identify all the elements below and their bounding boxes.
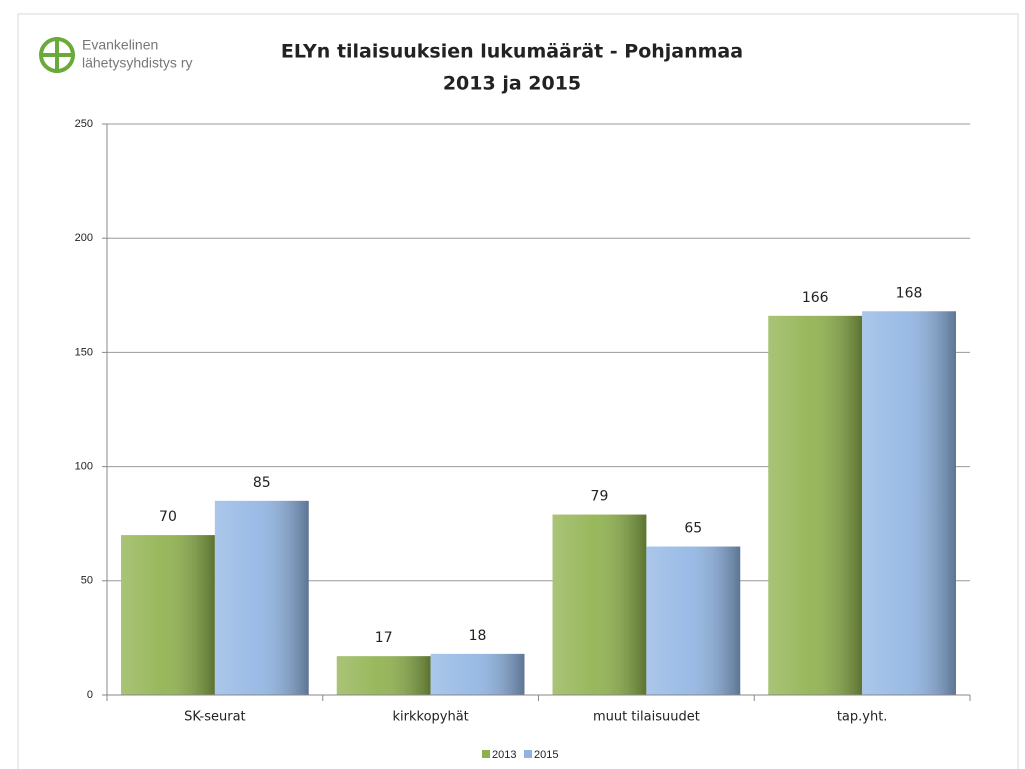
legend-label: 2013	[492, 749, 516, 761]
y-tick-label: 150	[75, 346, 93, 358]
value-label: 65	[684, 521, 702, 537]
bar-shade	[430, 653, 525, 695]
x-tick-label: muut tilaisuudet	[593, 710, 700, 725]
value-label: 18	[469, 628, 487, 644]
value-label: 17	[375, 630, 393, 646]
legend-label: 2015	[534, 749, 558, 761]
value-label: 85	[253, 475, 271, 491]
chart-title: 2013 ja 2015	[443, 73, 581, 95]
value-label: 79	[591, 489, 609, 505]
logo-text: Evankelinen	[82, 37, 158, 53]
x-tick-label: kirkkopyhät	[392, 710, 468, 725]
y-tick-label: 250	[75, 118, 93, 130]
logo: Evankelinen lähetysyhdistys ry	[39, 37, 192, 73]
bar-shade	[214, 500, 309, 695]
value-label: 70	[159, 509, 177, 525]
y-tick-label: 50	[81, 575, 93, 587]
x-tick-label: SK-seurat	[184, 710, 246, 725]
value-label: 166	[802, 290, 829, 306]
legend-swatch	[524, 750, 532, 758]
chart-title: ELYn tilaisuuksien lukumäärät - Pohjanma…	[281, 41, 743, 63]
bar-shade	[768, 315, 863, 695]
bar-shade	[121, 535, 215, 695]
bar-shade	[646, 546, 741, 695]
y-tick-label: 0	[87, 689, 93, 701]
legend-swatch	[482, 750, 490, 758]
bar-shade	[862, 311, 956, 695]
frame	[17, 13, 1019, 769]
bar-shade	[336, 656, 431, 695]
bar-shade	[552, 514, 647, 695]
value-label: 168	[896, 285, 923, 301]
logo-text: lähetysyhdistys ry	[82, 55, 192, 71]
x-tick-label: tap.yht.	[837, 710, 888, 725]
y-tick-label: 200	[75, 232, 93, 244]
y-tick-label: 100	[75, 461, 93, 473]
